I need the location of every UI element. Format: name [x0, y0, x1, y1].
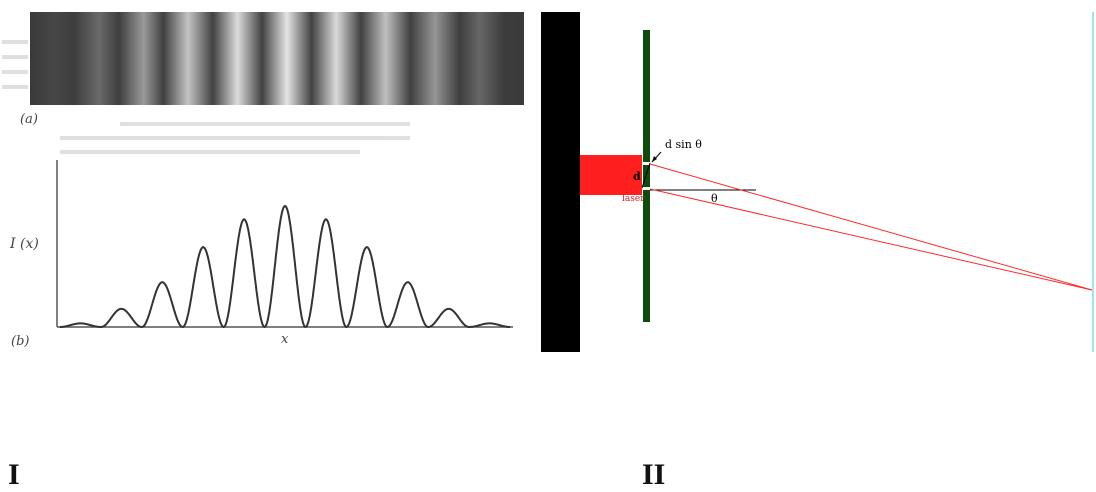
laser-beam — [580, 155, 642, 195]
path-difference-line — [641, 162, 651, 189]
laser-housing — [541, 12, 580, 352]
ghost-text — [2, 40, 410, 154]
angle-label: θ — [711, 192, 718, 205]
x-axis-label: x — [281, 332, 289, 347]
path-difference-label: d sin θ — [665, 138, 702, 151]
panel-I-label: I — [8, 458, 20, 491]
caption-a: (a) — [20, 112, 38, 127]
slit-separation-label: d — [633, 170, 641, 183]
panel-I: (a) I (x) (b) x — [0, 0, 530, 400]
fringe-pattern-image — [30, 12, 524, 105]
lower-ray — [649, 188, 1093, 291]
intensity-curve — [60, 204, 510, 329]
panel-II: d sin θ d laser θ — [538, 0, 1096, 400]
upper-ray — [649, 163, 1093, 291]
pointer-arrowhead — [652, 156, 657, 162]
y-axis-label: I (x) — [10, 236, 39, 252]
panel-II-figure — [541, 12, 1094, 352]
upper-slit — [643, 162, 650, 165]
double-slit-barrier — [643, 30, 650, 322]
panel-II-label: II — [642, 458, 666, 491]
lower-slit — [643, 187, 650, 190]
panel-I-figure — [2, 12, 524, 329]
laser-label: laser — [622, 194, 645, 204]
caption-b: (b) — [11, 334, 30, 349]
